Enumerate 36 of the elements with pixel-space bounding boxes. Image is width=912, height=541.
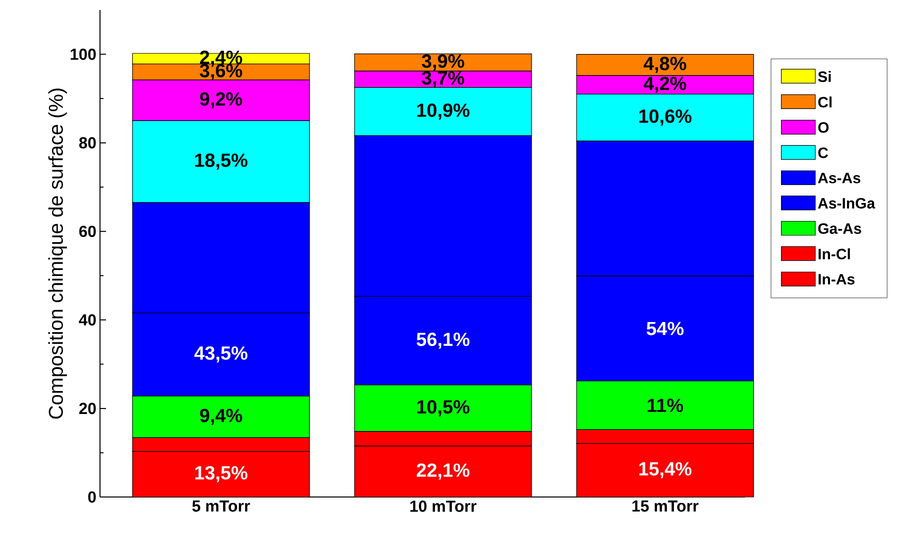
data-label: 10,6% bbox=[639, 109, 692, 126]
legend-label: Ga-As bbox=[818, 223, 862, 234]
y-axis-title: Composition chimique de surface (%) bbox=[48, 88, 67, 419]
legend-label: O bbox=[818, 122, 829, 133]
x-tick-label: 15 mTorr bbox=[632, 500, 698, 512]
y-tick-label: 80 bbox=[79, 137, 96, 148]
annotation: 54% bbox=[646, 322, 684, 336]
legend-label: Si bbox=[818, 71, 831, 82]
legend-label: Cl bbox=[818, 96, 832, 108]
data-label: 4,2% bbox=[644, 76, 686, 93]
data-label: 10,9% bbox=[417, 103, 470, 120]
data-label: 3,9% bbox=[422, 54, 464, 71]
data-label: 18,5% bbox=[195, 154, 248, 170]
x-tick-label: 5 mTorr bbox=[192, 500, 250, 512]
y-tick-label: 40 bbox=[78, 314, 96, 326]
annotation: 56,1% bbox=[416, 332, 470, 349]
annotation: 22,1% bbox=[416, 463, 470, 480]
data-label: 4,8% bbox=[644, 56, 686, 73]
data-label: 10,5% bbox=[417, 400, 470, 416]
data-label: 9,2% bbox=[200, 92, 242, 108]
y-tick-label: 20 bbox=[79, 402, 96, 414]
legend-label: In-Cl bbox=[818, 248, 850, 260]
y-tick-label: 60 bbox=[79, 226, 96, 238]
y-tick-label: 100 bbox=[70, 48, 96, 60]
annotation: 15,4% bbox=[639, 462, 692, 478]
x-tick-label: 10 mTorr bbox=[410, 500, 476, 512]
data-label: 9,4% bbox=[200, 408, 242, 425]
data-label: 11% bbox=[648, 398, 684, 412]
legend-label: In-As bbox=[818, 274, 854, 285]
legend-label: As-InGa bbox=[818, 198, 876, 209]
legend-label: C bbox=[818, 147, 828, 158]
data-label: 3,7% bbox=[422, 71, 464, 88]
legend-label: As-As bbox=[818, 172, 860, 184]
y-tick-label: 0 bbox=[88, 491, 96, 503]
annotation: 43,5% bbox=[194, 346, 248, 363]
annotation: 13,5% bbox=[195, 466, 248, 482]
